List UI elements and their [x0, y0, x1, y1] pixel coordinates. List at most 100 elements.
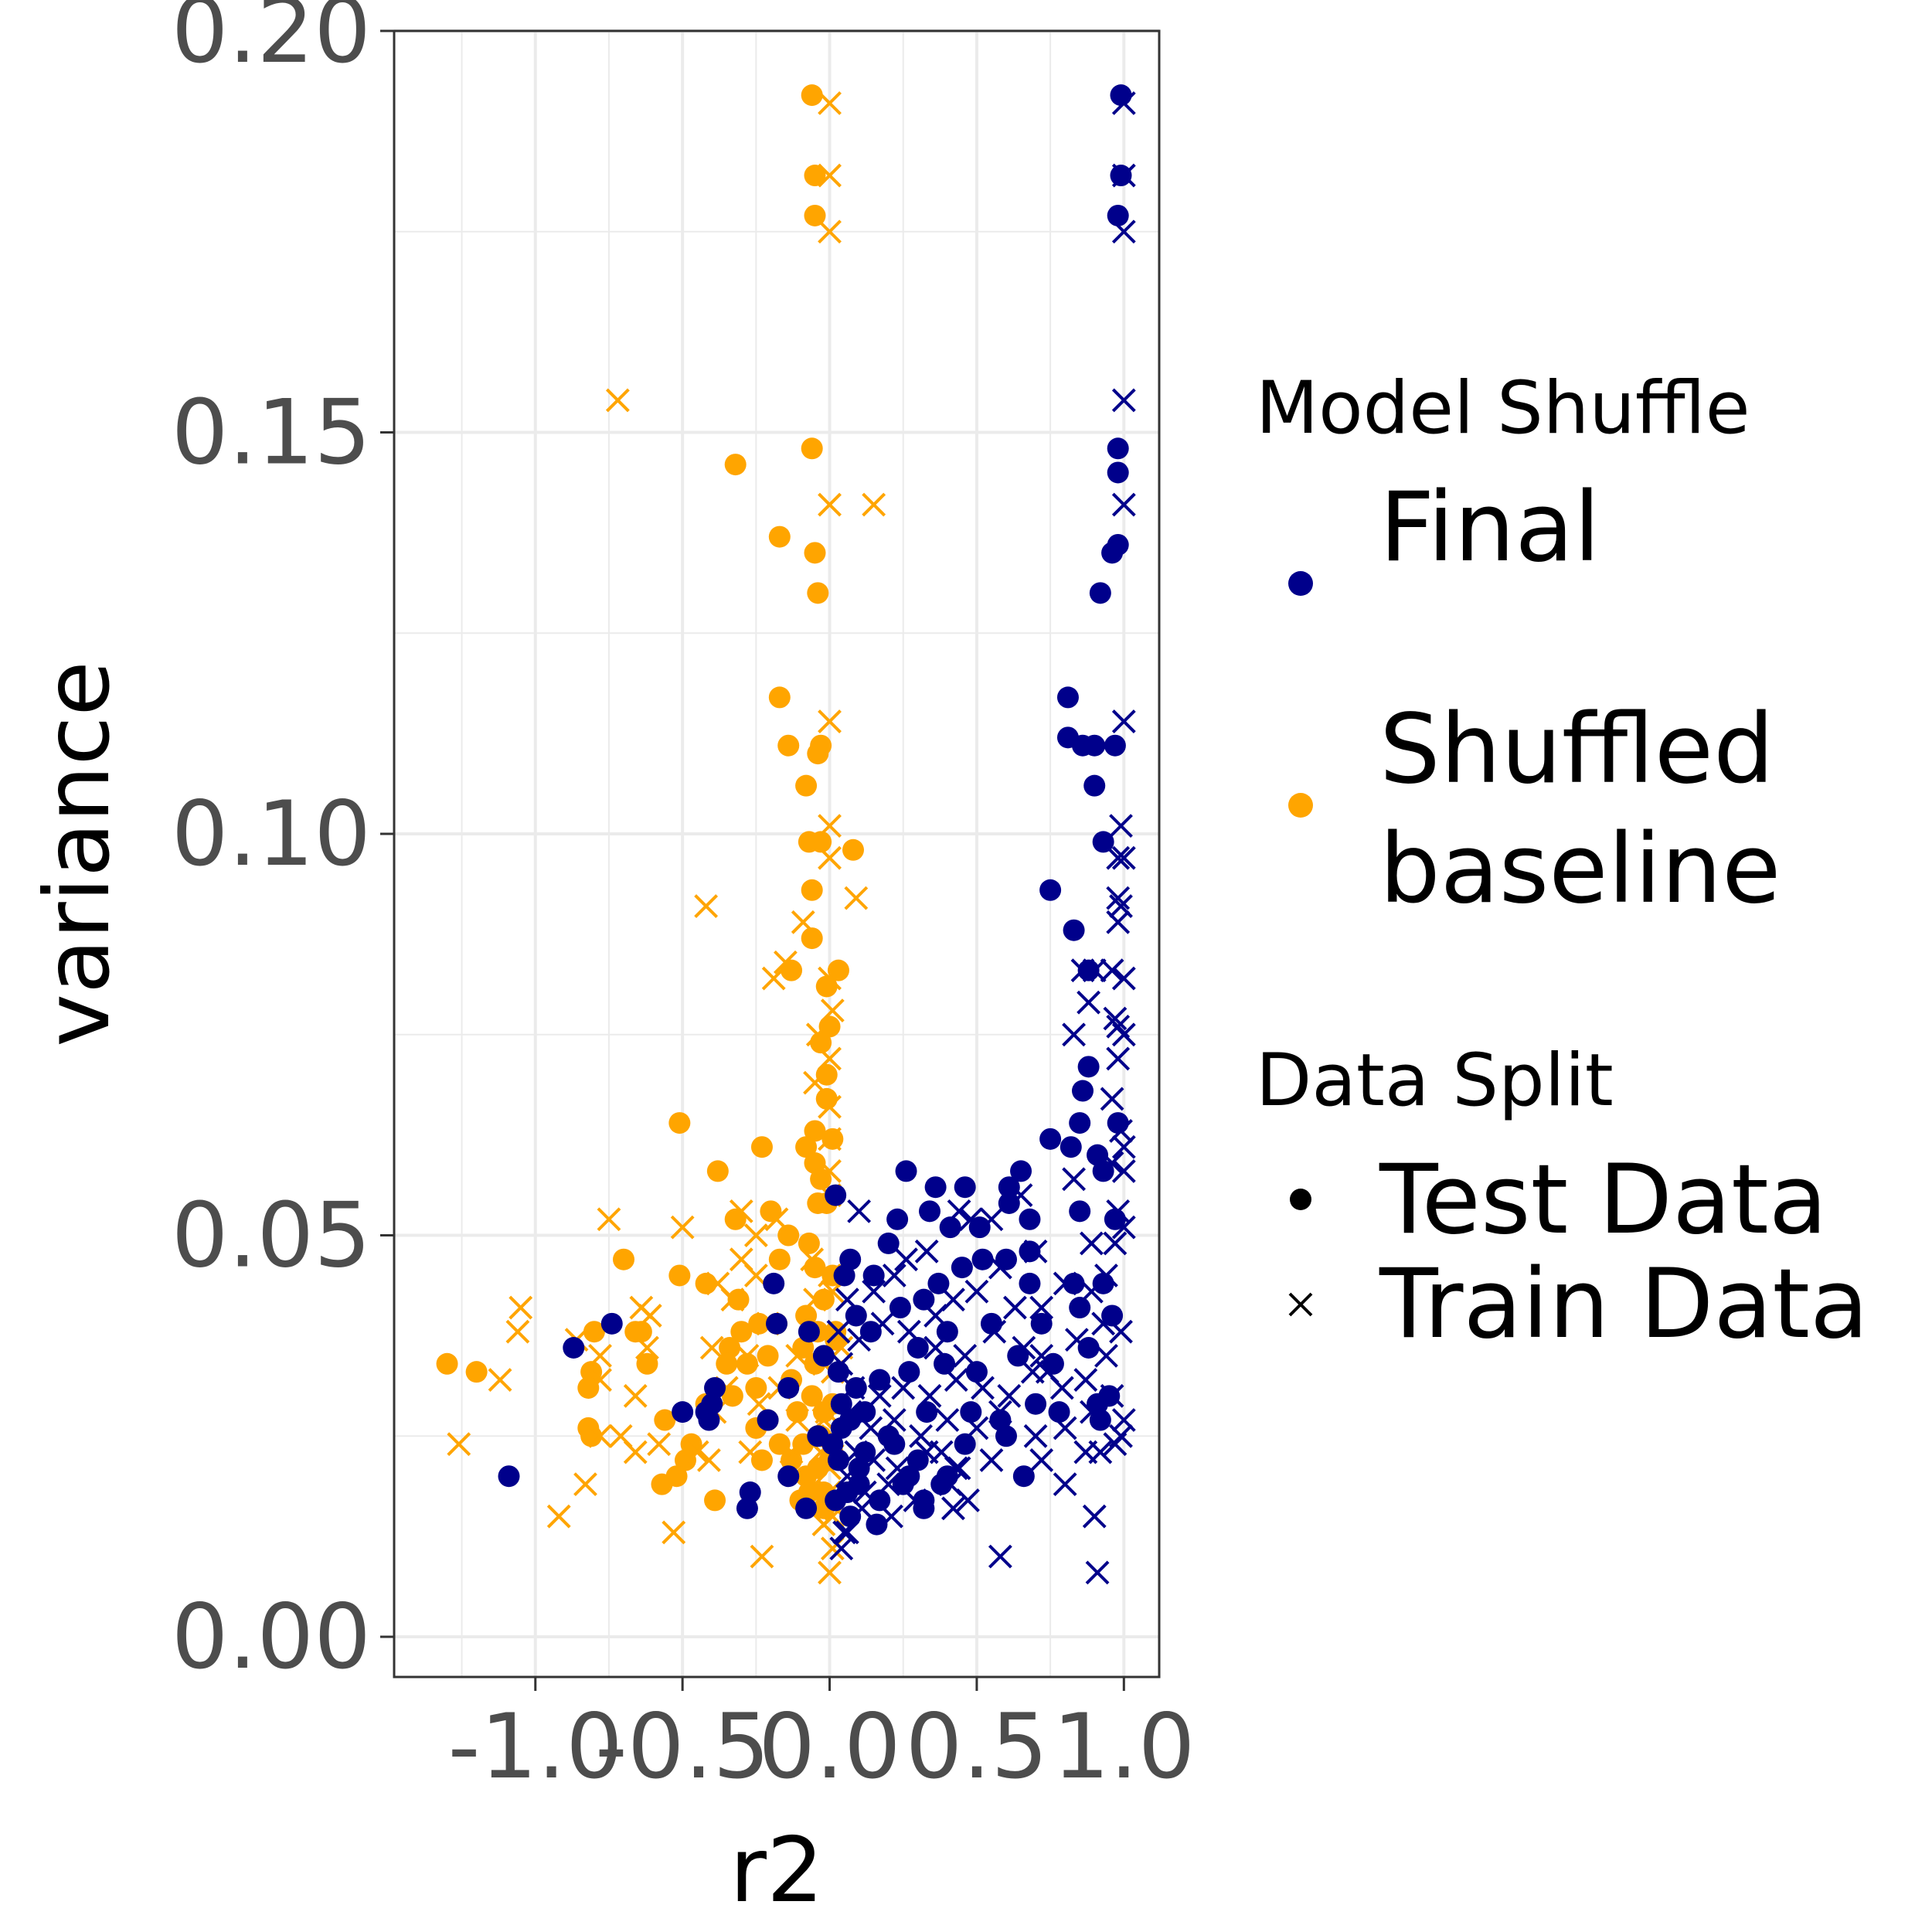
data-point-test	[934, 1352, 956, 1375]
legend-shuffled-label-line2: baseline	[1379, 814, 1781, 925]
data-point-train	[505, 1319, 530, 1344]
x-tick-label: -0.5	[595, 1695, 770, 1799]
data-point-test	[795, 1136, 818, 1158]
data-point-test	[777, 1465, 800, 1488]
data-point-test	[736, 1497, 758, 1519]
data-point-test	[960, 1401, 982, 1423]
data-point-train	[818, 91, 842, 115]
data-point-test	[706, 1160, 729, 1182]
data-point-train	[729, 1199, 753, 1223]
data-point-test	[498, 1465, 520, 1488]
data-point-train	[829, 1352, 854, 1376]
data-point-train	[779, 1440, 804, 1464]
data-point-train	[914, 1239, 939, 1264]
data-point-test	[913, 1288, 935, 1311]
data-point-test	[1101, 542, 1124, 564]
data-point-test	[807, 743, 829, 765]
data-point-train	[982, 1319, 1007, 1344]
data-point-train	[923, 1304, 948, 1328]
data-point-train	[670, 1215, 695, 1240]
data-point-test	[1092, 1272, 1114, 1294]
data-point-train	[1082, 1504, 1107, 1529]
data-point-test	[786, 1401, 808, 1423]
legend-train-label: Train Data	[1379, 1249, 1869, 1360]
data-point-test	[768, 686, 791, 709]
data-point-train	[1053, 1472, 1077, 1497]
data-point-test	[862, 1264, 885, 1287]
data-point-test	[1107, 204, 1129, 226]
grid-minor	[394, 31, 1159, 1677]
data-point-train	[1082, 958, 1107, 983]
data-point-train	[818, 1560, 842, 1585]
data-point-test	[674, 1449, 696, 1471]
data-point-train	[818, 1127, 842, 1151]
data-point-train	[1053, 1271, 1077, 1296]
data-point-train	[818, 814, 842, 838]
legend-test-label: Test Data	[1379, 1145, 1828, 1256]
data-point-train	[1111, 492, 1136, 517]
data-point-train	[1080, 1231, 1104, 1256]
data-point-train	[1023, 1423, 1048, 1448]
legend: Model Shuffle Final Shuffled baseline Da…	[1256, 366, 1869, 1360]
data-point-test	[698, 1409, 720, 1431]
data-point-train	[1062, 1167, 1086, 1192]
data-point-train	[1073, 1368, 1098, 1392]
data-point-test	[804, 542, 826, 564]
data-point-test	[869, 1369, 891, 1391]
data-point-test	[919, 1200, 940, 1223]
data-point-test	[695, 1272, 717, 1294]
data-point-train	[862, 1448, 886, 1472]
data-points	[436, 84, 1136, 1585]
data-point-test	[745, 1376, 767, 1399]
data-point-test	[807, 1425, 829, 1447]
data-point-train	[638, 1304, 662, 1328]
data-point-train	[1009, 1183, 1033, 1208]
data-point-train	[964, 1416, 989, 1440]
data-point-train	[1111, 966, 1136, 991]
data-point-test	[1025, 1393, 1047, 1415]
data-point-train	[735, 1343, 760, 1368]
data-point-train	[1029, 1343, 1054, 1368]
data-point-train	[818, 1158, 842, 1183]
data-point-train	[1106, 1199, 1131, 1223]
data-point-train	[1111, 845, 1136, 870]
data-point-train	[818, 1094, 842, 1119]
data-point-train	[953, 1343, 978, 1368]
data-point-train	[1111, 388, 1136, 413]
data-point-test	[1019, 1272, 1041, 1294]
data-point-test	[630, 1321, 652, 1343]
data-point-train	[720, 1287, 745, 1312]
data-point-test	[668, 1112, 691, 1134]
data-point-test	[883, 1433, 906, 1455]
y-tick-label: 0.05	[172, 1184, 371, 1288]
data-point-train	[1109, 1423, 1133, 1448]
data-point-test	[1089, 582, 1111, 604]
data-point-test	[672, 1401, 694, 1423]
data-point-train	[774, 950, 798, 975]
data-point-test	[1069, 1200, 1091, 1223]
data-point-test	[830, 1417, 852, 1439]
data-point-train	[862, 492, 886, 517]
data-point-test	[704, 1376, 726, 1399]
data-point-train	[958, 1207, 983, 1232]
data-point-train	[1029, 1295, 1054, 1320]
data-point-test	[869, 1489, 891, 1512]
data-point-train	[803, 1287, 827, 1312]
data-point-train	[791, 910, 815, 934]
data-point-train	[941, 1496, 965, 1521]
data-point-train	[1073, 1440, 1098, 1464]
y-tick-label: 0.20	[172, 0, 371, 83]
data-point-train	[509, 1295, 533, 1320]
plot-panel	[394, 31, 1159, 1677]
data-point-train	[923, 1335, 948, 1360]
data-point-test	[1056, 686, 1079, 709]
data-point-test	[924, 1176, 947, 1199]
data-point-train	[1053, 1416, 1077, 1440]
data-point-train	[979, 1207, 1004, 1232]
data-point-train	[1080, 1400, 1104, 1424]
data-point-test	[777, 1376, 800, 1399]
data-point-test	[750, 1449, 773, 1471]
data-point-train	[867, 1383, 892, 1408]
data-point-train	[829, 1536, 854, 1561]
y-tick-label: 0.00	[172, 1585, 371, 1689]
